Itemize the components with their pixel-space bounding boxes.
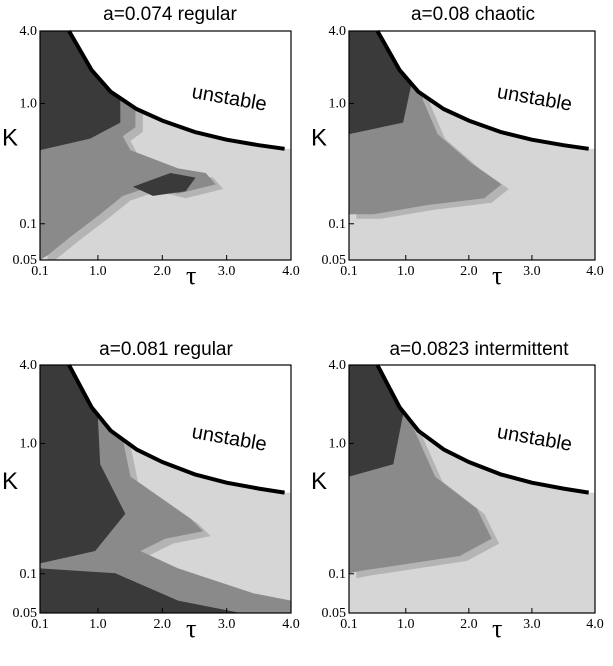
y-tick-label: 0.1 [20, 217, 38, 232]
x-tick-label: 0.1 [31, 617, 49, 632]
dark-region-secondary [132, 173, 196, 196]
chart-title: a=0.08 chaotic [411, 4, 535, 25]
x-tick-label: 1.0 [89, 264, 107, 279]
x-tick-label: 4.0 [586, 617, 604, 632]
x-axis-label: τ [492, 261, 502, 290]
y-tick-label: 4.0 [329, 24, 347, 39]
y-tick-label: 1.0 [20, 436, 38, 451]
stability-boundary-line [67, 29, 285, 151]
x-tick-label: 1.0 [89, 617, 107, 632]
plot-frame [348, 364, 596, 614]
y-tick-label: 0.05 [322, 606, 347, 621]
y-axis-label: K [2, 125, 18, 152]
plot-frame [348, 30, 596, 261]
stability-boundary-line [67, 364, 285, 495]
y-axis-label: K [311, 125, 327, 152]
y-tick-label: 0.1 [329, 217, 347, 232]
unstable-region [377, 365, 595, 493]
chart-title: a=0.081 regular [99, 339, 233, 360]
y-tick-label: 4.0 [329, 358, 347, 373]
unstable-region [69, 31, 291, 149]
x-tick-label: 4.0 [586, 264, 604, 279]
y-tick-label: 4.0 [20, 24, 38, 39]
x-tick-label: 3.0 [218, 264, 236, 279]
x-tick-label: 3.0 [523, 264, 541, 279]
y-tick-label: 0.1 [20, 567, 38, 582]
y-tick-label: 4.0 [20, 358, 38, 373]
y-tick-label: 0.05 [13, 253, 38, 268]
stability-boundary-line [375, 30, 589, 151]
y-tick-label: 0.05 [322, 253, 347, 268]
x-tick-label: 2.0 [460, 264, 478, 279]
y-tick-label: 0.05 [13, 606, 38, 621]
x-tick-label: 2.0 [154, 617, 172, 632]
plot-frame [39, 364, 292, 614]
chart-panel-4: a=0.0823 intermittentunstable4.01.00.10.… [311, 339, 604, 643]
y-axis-label: K [2, 468, 18, 495]
y-tick-label: 1.0 [329, 96, 347, 111]
unstable-region [377, 31, 595, 149]
mid-region [40, 365, 291, 613]
chart-title: a=0.0823 intermittent [389, 339, 569, 360]
plot-frame [39, 30, 292, 261]
x-axis-label: τ [186, 614, 196, 643]
x-tick-label: 2.0 [460, 617, 478, 632]
x-tick-label: 0.1 [340, 617, 358, 632]
dark-region [349, 365, 404, 477]
x-tick-label: 2.0 [154, 264, 172, 279]
y-tick-label: 0.1 [329, 567, 347, 582]
chart-title: a=0.074 regular [103, 4, 237, 25]
unstable-region [69, 365, 291, 493]
x-tick-label: 0.1 [31, 264, 49, 279]
x-tick-label: 0.1 [340, 264, 358, 279]
y-tick-label: 1.0 [329, 436, 347, 451]
dark-region-secondary [40, 568, 241, 613]
dark-region [40, 365, 126, 564]
x-tick-label: 4.0 [282, 264, 300, 279]
x-tick-label: 4.0 [282, 617, 300, 632]
stability-boundary-line [375, 364, 590, 495]
x-tick-label: 1.0 [397, 617, 415, 632]
x-axis-label: τ [492, 614, 502, 643]
x-tick-label: 3.0 [523, 617, 541, 632]
x-tick-label: 1.0 [397, 264, 415, 279]
y-tick-label: 1.0 [20, 96, 38, 111]
x-tick-label: 3.0 [218, 617, 236, 632]
x-axis-label: τ [186, 261, 196, 290]
y-axis-label: K [311, 468, 327, 495]
